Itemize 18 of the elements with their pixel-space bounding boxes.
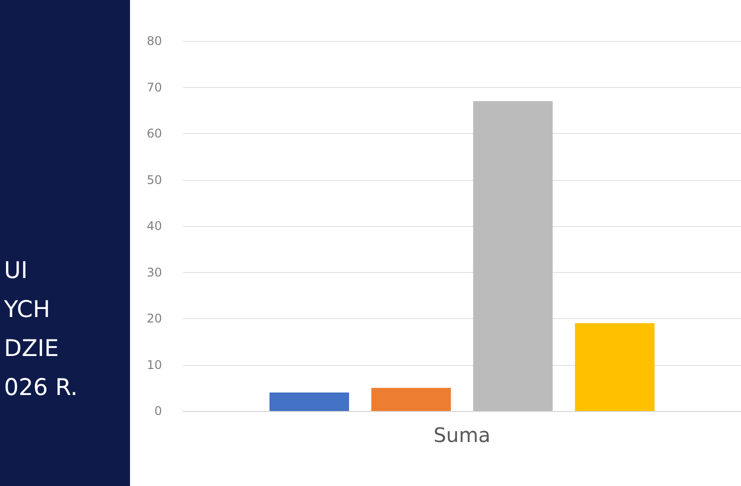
- y-tick-label: 80: [146, 34, 162, 48]
- bar: [371, 388, 451, 411]
- text: UI: [4, 257, 29, 286]
- y-tick-label: 70: [146, 80, 162, 94]
- bar: [269, 392, 350, 411]
- bar: [473, 101, 553, 411]
- y-tick-label: 0: [154, 404, 162, 418]
- y-tick-label: 40: [146, 219, 162, 233]
- y-tick-label: 30: [146, 265, 162, 280]
- text: YCH: [4, 296, 52, 325]
- y-tick-label: 60: [146, 126, 162, 140]
- x-tick-label: Suma: [433, 423, 491, 447]
- text: DZIE: [4, 335, 60, 364]
- y-tick-label: 10: [146, 358, 162, 372]
- y-tick-label: 50: [146, 172, 162, 187]
- y-tick-label: 20: [146, 312, 162, 326]
- text: 026 R.: [4, 374, 78, 403]
- bar: [574, 323, 655, 411]
